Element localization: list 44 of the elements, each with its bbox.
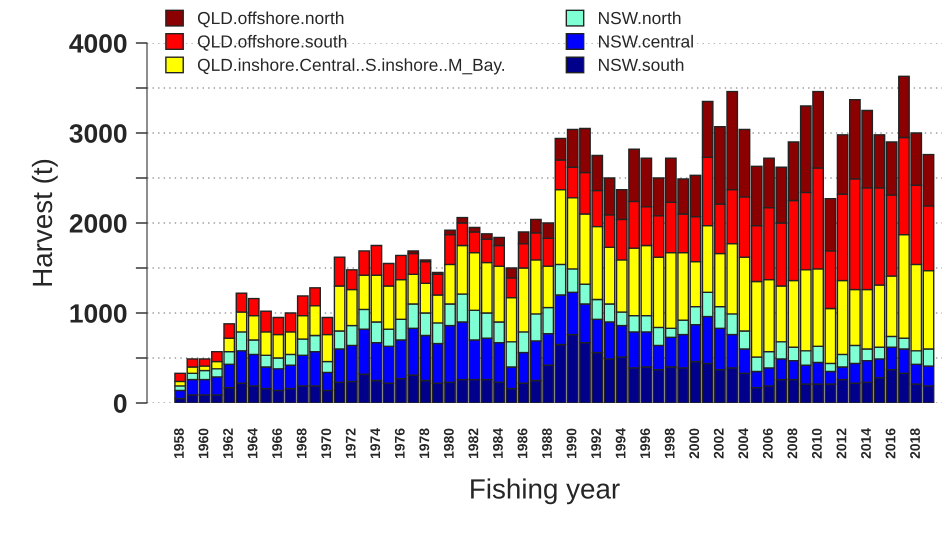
x-tick-label: 2014 (861, 428, 871, 458)
legend-label: QLD.offshore.south (198, 34, 346, 51)
x-tick-label: 1992 (591, 428, 601, 458)
x-tick-label: 1982 (468, 428, 478, 458)
y-tick-label: 3000 (69, 124, 126, 143)
legend-label: NSW.south (599, 58, 684, 72)
legend-label: QLD.inshore.Central..S.inshore..M_Bay. (198, 58, 504, 74)
x-tick-label: 1996 (640, 428, 650, 458)
x-tick-label: 1980 (444, 428, 454, 458)
legend-label: NSW.north (599, 11, 680, 24)
y-axis-title: Harvest (t) (32, 160, 58, 286)
x-tick-label: 2016 (886, 428, 896, 458)
x-tick-label: 1984 (493, 428, 503, 458)
x-axis-title: Fishing year (471, 478, 620, 504)
x-tick-label: 1972 (346, 428, 356, 458)
y-tick-label: 4000 (69, 34, 126, 53)
y-tick-label: 0 (114, 394, 126, 413)
x-tick-label: 1978 (419, 428, 430, 458)
x-tick-label: 1958 (174, 428, 184, 458)
x-tick-label: 1990 (566, 428, 576, 458)
x-tick-label: 2008 (787, 428, 798, 458)
x-tick-label: 2018 (910, 428, 920, 458)
x-tick-label: 1964 (248, 428, 258, 458)
x-tick-label: 2000 (689, 428, 700, 458)
x-tick-label: 1998 (664, 428, 675, 458)
y-tick-label: 2000 (70, 214, 126, 233)
x-tick-label: 1986 (518, 428, 528, 458)
legend-label: QLD.offshore.north (198, 11, 344, 28)
x-tick-label: 2004 (738, 428, 748, 458)
x-tick-label: 1968 (296, 428, 307, 458)
y-tick-label: 1000 (70, 304, 126, 323)
x-tick-label: 1962 (223, 428, 233, 458)
x-tick-label: 2012 (836, 428, 846, 458)
x-tick-label: 2002 (714, 428, 724, 458)
x-tick-label: 1976 (394, 428, 405, 458)
legend-label: NSW.central (599, 34, 693, 48)
x-tick-label: 1960 (198, 428, 208, 458)
x-tick-label: 1970 (321, 428, 332, 458)
x-tick-label: 1974 (370, 428, 380, 458)
x-tick-label: 2010 (812, 428, 822, 458)
x-tick-label: 1966 (272, 428, 282, 458)
x-tick-label: 1994 (616, 428, 626, 458)
x-tick-label: 2006 (762, 428, 773, 458)
x-tick-label: 1988 (542, 428, 552, 458)
